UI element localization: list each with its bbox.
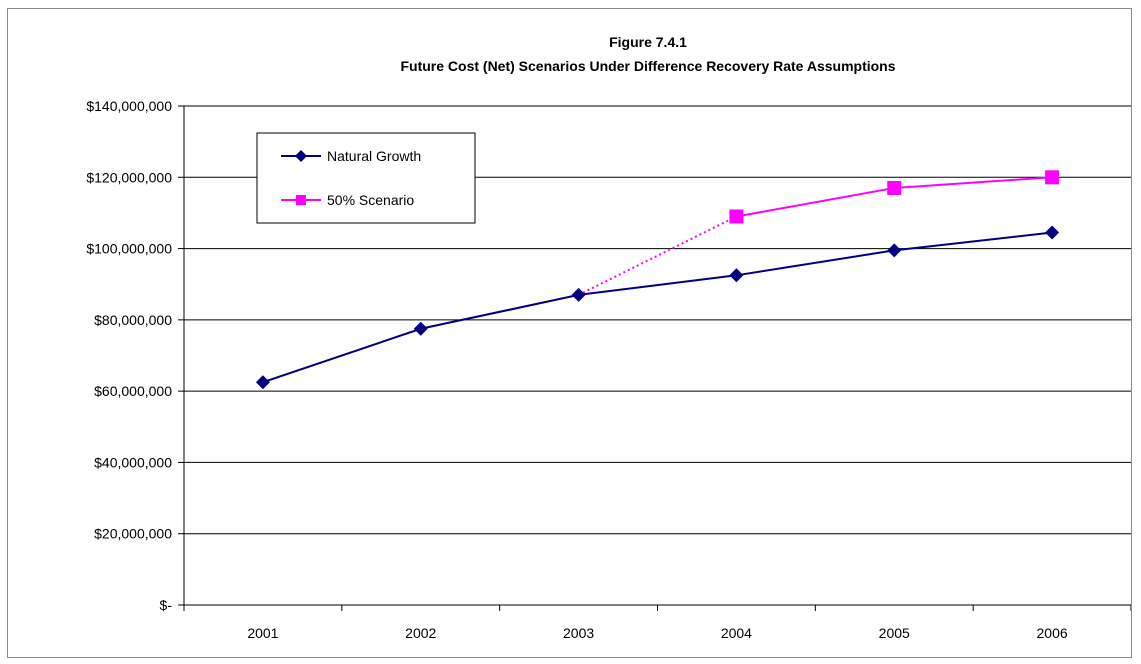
y-tick-label: $20,000,000 (94, 526, 172, 542)
x-tick-label: 2006 (1037, 625, 1068, 641)
chart-subtitle: Future Cost (Net) Scenarios Under Differ… (400, 58, 895, 74)
legend-box (256, 132, 476, 224)
legend-label-natural-growth: Natural Growth (327, 148, 421, 164)
chart-frame: Figure 7.4.1 Future Cost (Net) Scenarios… (7, 8, 1132, 658)
x-tick-label: 2002 (405, 625, 436, 641)
x-tick-label: 2005 (879, 625, 910, 641)
x-axis-tick-labels: 2001 2002 2003 2004 2005 2006 (247, 625, 1068, 641)
legend-marker-50-scenario (296, 195, 306, 205)
data-point-50-scenario (887, 180, 902, 195)
series (255, 170, 1060, 390)
x-tick-label: 2003 (563, 625, 594, 641)
y-tick-label: $- (160, 597, 173, 613)
legend: Natural Growth 50% Scenario (256, 132, 476, 224)
series-natural-growth-line (262, 231, 1053, 384)
data-point-natural-growth (413, 321, 428, 336)
legend-label-50-scenario: 50% Scenario (327, 192, 414, 208)
y-axis-tick-labels: $- $20,000,000 $40,000,000 $60,000,000 $80,0… (86, 98, 172, 613)
data-point-natural-growth (255, 375, 270, 390)
y-tick-label: $120,000,000 (86, 169, 172, 185)
data-point-natural-growth (1045, 225, 1060, 240)
y-tick-label: $100,000,000 (86, 241, 172, 257)
data-point-50-scenario (1045, 170, 1060, 185)
y-tick-label: $140,000,000 (86, 98, 172, 114)
series-50-scenario-dotted-connector (578, 215, 737, 296)
y-tick-label: $60,000,000 (94, 383, 172, 399)
y-tick-label: $40,000,000 (94, 454, 172, 470)
line-chart: Figure 7.4.1 Future Cost (Net) Scenarios… (86, 34, 1131, 641)
axes (178, 105, 1131, 611)
data-point-natural-growth (729, 268, 744, 283)
y-tick-label: $80,000,000 (94, 312, 172, 328)
data-point-natural-growth (571, 287, 586, 302)
data-point-natural-growth (887, 243, 902, 258)
chart-title: Figure 7.4.1 (609, 34, 687, 50)
x-tick-label: 2004 (721, 625, 752, 641)
legend-marker-natural-growth (295, 150, 307, 162)
x-tick-label: 2001 (247, 625, 278, 641)
data-point-50-scenario (729, 209, 744, 224)
